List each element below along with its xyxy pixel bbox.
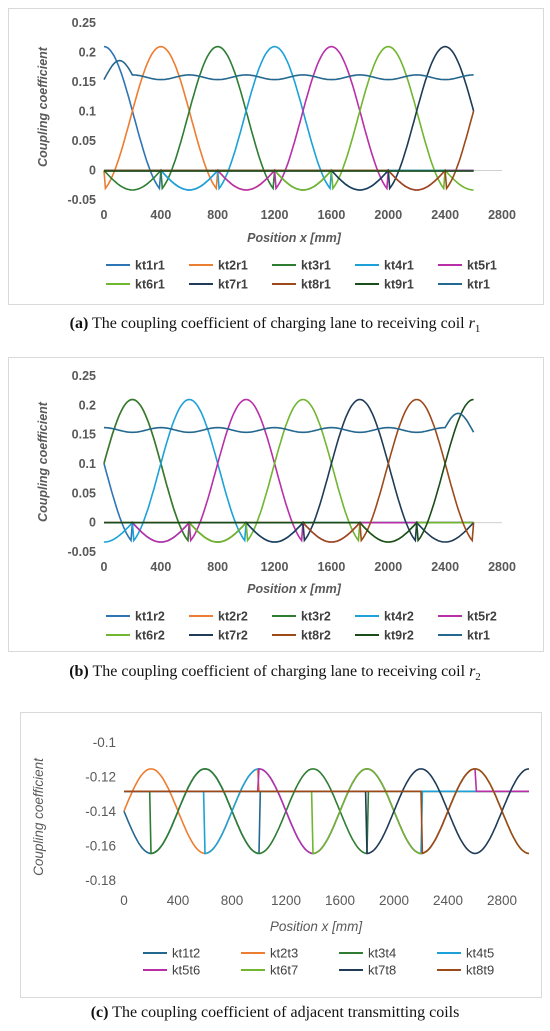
chart-b-x-tick-label: 2800 [488, 560, 516, 574]
caption-a: (a) The coupling coefficient of charging… [69, 315, 481, 336]
chart-b-x-tick-label: 400 [150, 560, 171, 574]
chart-c-legend-label: kt5t6 [172, 963, 200, 978]
chart-b-series-line-kt9r2 [104, 398, 474, 543]
chart-a-legend-label: kt8r1 [301, 278, 331, 292]
chart-b-y-tick-label: 0.25 [72, 369, 96, 383]
chart-c-legend-label: kt7t8 [368, 963, 396, 978]
chart-b-y-tick-label: 0.05 [72, 486, 96, 500]
chart-a-x-tick-label: 1200 [261, 208, 289, 222]
chart-b-y-tick-label: 0.15 [72, 428, 96, 442]
chart-a-legend-label: kt3r1 [301, 259, 331, 273]
chart-a-legend-label: kt1r1 [135, 259, 165, 273]
chart-c-x-tick-label: 2800 [487, 893, 517, 908]
chart-c-x-axis-title: Position x [mm] [270, 919, 364, 934]
chart-b-legend-label: kt9r2 [384, 629, 414, 643]
chart-a-x-tick-label: 800 [207, 208, 228, 222]
chart-b-legend-label: kt2r2 [218, 610, 248, 624]
chart-b-svg: 0.25 0.2 0.15 0.1 0.05 0 -0.05 0 400 800 1200 1600 2… [36, 369, 516, 643]
chart-a-series-line-kt8r1 [104, 110, 475, 191]
chart-a-y-tick-label: 0.25 [72, 16, 96, 30]
chart-a-legend-label: kt5r1 [467, 259, 497, 273]
chart-c-y-tick-label: -0.1 [93, 735, 116, 750]
chart-a-y-tick-label: -0.05 [68, 193, 97, 207]
chart-a-y-tick-label: 0 [89, 164, 96, 178]
chart-c-y-axis-title: Coupling coefficient [31, 757, 46, 876]
chart-c-y-tick-label: -0.18 [85, 873, 116, 888]
chart-a-x-tick-label: 2400 [431, 208, 459, 222]
chart-a-svg: 0.25 0.2 0.15 0.1 0.05 0 -0.05 0 400 800 1200 1600 2… [36, 16, 516, 292]
chart-b-y-tick-label: -0.05 [68, 545, 97, 559]
chart-b-legend-label: kt4r2 [384, 610, 414, 624]
chart-c-x-tick-label: 1600 [325, 893, 355, 908]
chart-c-y-tick-label: -0.16 [85, 839, 116, 854]
chart-b-y-tick-label: 0 [89, 516, 96, 530]
chart-c-legend-label: kt2t3 [270, 946, 298, 961]
chart-a-legend-label: kt6r1 [135, 278, 165, 292]
chart-b-legend-label: kt1r2 [135, 610, 165, 624]
chart-b-x-axis-title: Position x [mm] [247, 582, 342, 596]
chart-b-y-axis-title: Coupling coefficient [36, 401, 50, 522]
chart-a-y-tick-label: 0.15 [72, 75, 96, 89]
chart-c-y-tick-label: -0.14 [85, 804, 116, 819]
chart-a-legend-label: kt9r1 [384, 278, 414, 292]
chart-a-legend-label: kt7r1 [218, 278, 248, 292]
chart-c-x-tick-label: 800 [221, 893, 244, 908]
chart-c-x-tick-label: 2400 [433, 893, 463, 908]
chart-b-x-tick-label: 2000 [374, 560, 402, 574]
chart-c-legend-label: kt8t9 [466, 963, 494, 978]
chart-c-series-line-kt8t9 [124, 768, 530, 855]
chart-c-x-tick-label: 2000 [379, 893, 409, 908]
chart-b-legend-label: kt6r2 [135, 629, 165, 643]
chart-b-x-tick-label: 1200 [261, 560, 289, 574]
chart-b-legend-label: kt5r2 [467, 610, 497, 624]
chart-b-y-tick-label: 0.1 [79, 457, 96, 471]
chart-a-y-axis-title: Coupling coefficient [36, 46, 50, 167]
chart-b-series-line-kt5r2 [104, 398, 474, 543]
chart-panel-a: 0.25 0.2 0.15 0.1 0.05 0 -0.05 0 400 800 1200 1600 2… [8, 8, 544, 305]
chart-c-x-tick-label: 1200 [271, 893, 301, 908]
chart-a-y-tick-label: 0.05 [72, 134, 96, 148]
chart-a-y-tick-label: 0.2 [79, 46, 96, 60]
chart-c-legend-label: kt6t7 [270, 963, 298, 978]
chart-panel-c: -0.1 -0.12 -0.14 -0.16 -0.18 0 400 800 1200 1600 2… [20, 712, 542, 998]
chart-c-x-tick-label: 0 [120, 893, 128, 908]
caption-b: (b) The coupling coefficient of charging… [69, 663, 481, 684]
chart-a-x-tick-label: 2000 [374, 208, 402, 222]
chart-panel-b: 0.25 0.2 0.15 0.1 0.05 0 -0.05 0 400 800 1200 1600 2… [8, 357, 544, 652]
chart-b-legend-label: kt8r2 [301, 629, 331, 643]
chart-a-x-tick-label: 400 [150, 208, 171, 222]
chart-c-legend-label: kt4t5 [466, 946, 494, 961]
chart-a-x-tick-label: 0 [101, 208, 108, 222]
chart-a-legend-label: ktr1 [467, 278, 490, 292]
chart-b-x-tick-label: 0 [101, 560, 108, 574]
chart-b-x-tick-label: 2400 [431, 560, 459, 574]
chart-a-y-tick-label: 0.1 [79, 105, 96, 119]
chart-b-series-line-ktr1 [103, 412, 475, 434]
chart-b-x-tick-label: 800 [207, 560, 228, 574]
chart-b-series-line-kt1r2 [103, 463, 474, 543]
chart-c-legend-label: kt1t2 [172, 946, 200, 961]
chart-c-legend-label: kt3t4 [368, 946, 396, 961]
chart-b-x-tick-label: 1600 [318, 560, 346, 574]
chart-b-y-tick-label: 0.2 [79, 398, 96, 412]
chart-a-legend-label: kt2r1 [218, 259, 248, 273]
chart-b-legend-label: ktr1 [467, 629, 490, 643]
chart-a-legend-label: kt4r1 [384, 259, 414, 273]
chart-c-svg: -0.1 -0.12 -0.14 -0.16 -0.18 0 400 800 1200 1600 2… [31, 735, 530, 978]
chart-b-legend-label: kt3r2 [301, 610, 331, 624]
chart-b-series-line-kt4r2 [104, 398, 474, 543]
chart-a-series-line-kt6r1 [104, 45, 474, 191]
chart-a-x-axis-title: Position x [mm] [247, 231, 342, 245]
chart-b-legend-label: kt7r2 [218, 629, 248, 643]
caption-c: (c) The coupling coefficient of adjacent… [90, 1004, 460, 1021]
chart-a-series-line-ktr1 [103, 59, 474, 81]
chart-c-x-tick-label: 400 [167, 893, 190, 908]
chart-c-y-tick-label: -0.12 [85, 770, 116, 785]
chart-a-x-tick-label: 1600 [318, 208, 346, 222]
chart-a-x-tick-label: 2800 [488, 208, 516, 222]
